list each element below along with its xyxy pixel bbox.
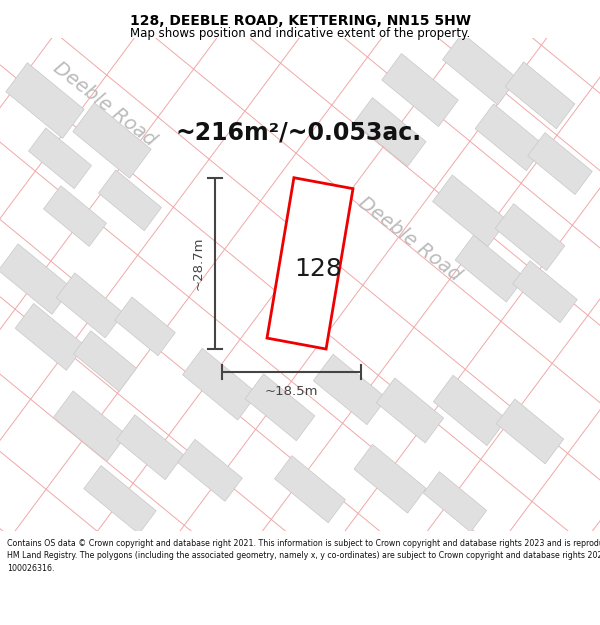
- Polygon shape: [245, 374, 315, 441]
- Polygon shape: [433, 375, 506, 446]
- Polygon shape: [74, 331, 136, 391]
- Text: Deeble Road: Deeble Road: [49, 58, 159, 150]
- Polygon shape: [424, 472, 487, 532]
- Text: 100026316.: 100026316.: [7, 564, 55, 572]
- Polygon shape: [267, 177, 353, 349]
- Polygon shape: [354, 444, 426, 513]
- Polygon shape: [0, 244, 71, 314]
- Text: ~18.5m: ~18.5m: [265, 385, 318, 398]
- Text: Deeble Road: Deeble Road: [354, 193, 464, 284]
- Polygon shape: [505, 62, 575, 129]
- Text: HM Land Registry. The polygons (including the associated geometry, namely x, y c: HM Land Registry. The polygons (includin…: [7, 551, 600, 560]
- Polygon shape: [496, 399, 563, 464]
- Polygon shape: [455, 235, 525, 302]
- Polygon shape: [495, 204, 565, 271]
- Polygon shape: [443, 33, 517, 105]
- Polygon shape: [6, 62, 84, 138]
- Polygon shape: [15, 304, 85, 371]
- Polygon shape: [354, 98, 426, 166]
- Polygon shape: [313, 354, 386, 424]
- Polygon shape: [84, 466, 156, 534]
- Polygon shape: [513, 261, 577, 322]
- Polygon shape: [56, 273, 124, 338]
- Text: ~216m²/~0.053ac.: ~216m²/~0.053ac.: [175, 120, 421, 144]
- Polygon shape: [29, 128, 91, 189]
- Text: 128, DEEBLE ROAD, KETTERING, NN15 5HW: 128, DEEBLE ROAD, KETTERING, NN15 5HW: [130, 14, 470, 28]
- Polygon shape: [528, 132, 592, 194]
- Text: Contains OS data © Crown copyright and database right 2021. This information is : Contains OS data © Crown copyright and d…: [7, 539, 600, 548]
- Polygon shape: [275, 456, 346, 522]
- Polygon shape: [53, 391, 127, 461]
- Polygon shape: [115, 297, 175, 356]
- Text: Map shows position and indicative extent of the property.: Map shows position and indicative extent…: [130, 28, 470, 41]
- Text: 128: 128: [294, 257, 342, 281]
- Polygon shape: [475, 104, 545, 171]
- Polygon shape: [116, 415, 184, 479]
- Polygon shape: [382, 54, 458, 126]
- Polygon shape: [376, 378, 443, 443]
- Polygon shape: [44, 186, 106, 246]
- Text: ~28.7m: ~28.7m: [192, 237, 205, 290]
- Polygon shape: [182, 348, 257, 420]
- Polygon shape: [433, 175, 508, 247]
- Polygon shape: [98, 170, 161, 231]
- Polygon shape: [178, 439, 242, 501]
- Polygon shape: [73, 102, 151, 178]
